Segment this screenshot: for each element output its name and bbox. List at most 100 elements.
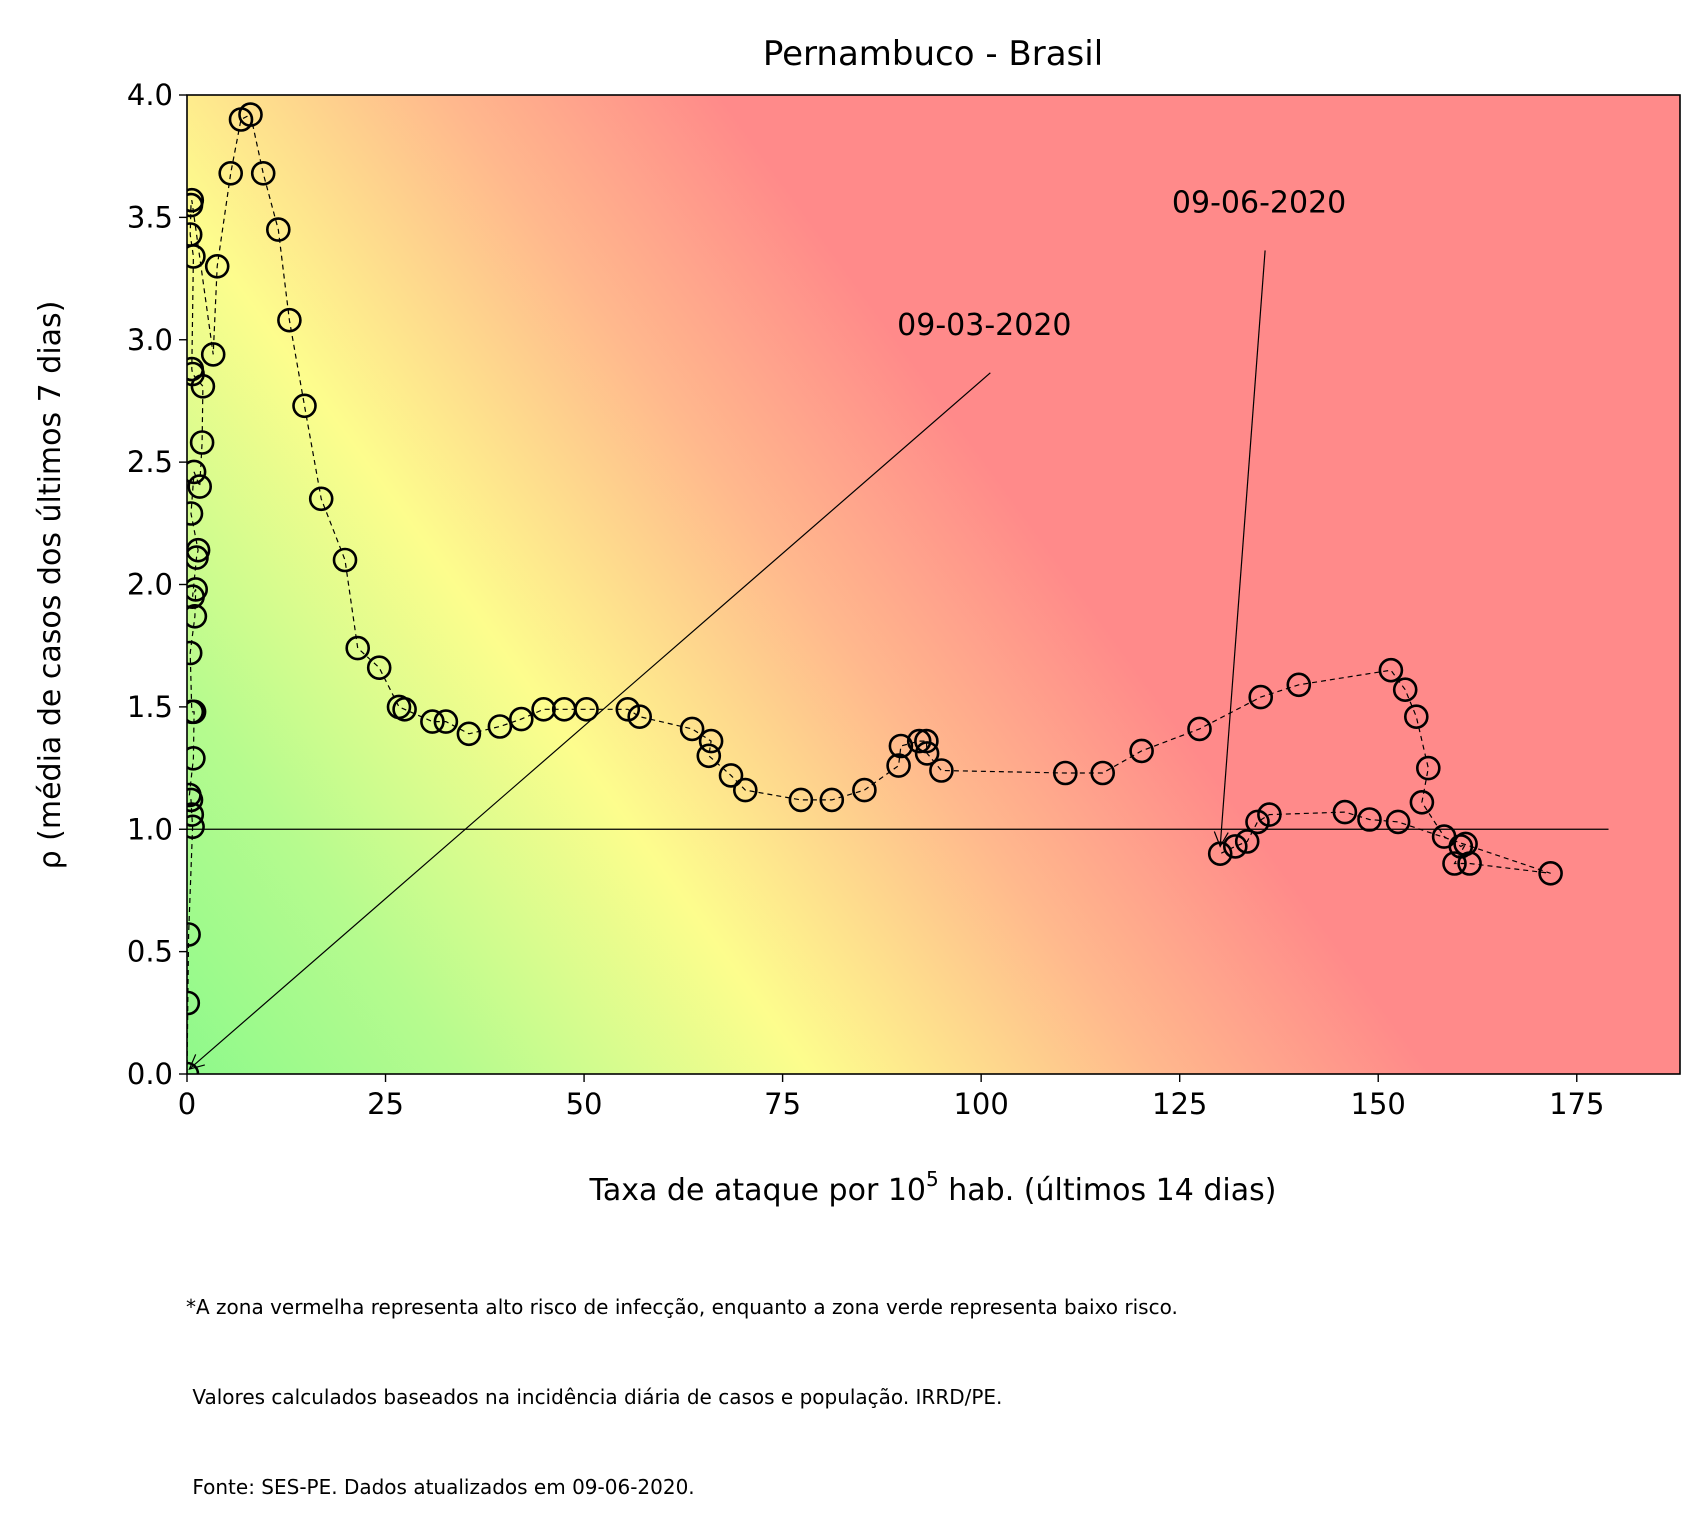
y-axis-label: ρ (média de casos dos últimos 7 dias) (33, 301, 68, 870)
data-point-19 (189, 430, 215, 455)
data-point-85 (1332, 799, 1358, 825)
data-point-16 (187, 501, 204, 526)
x-axis-label-main: Taxa de ataque por 10 (589, 1173, 926, 1208)
y-tick-label-0: 0.0 (127, 1057, 173, 1091)
data-point-44 (456, 721, 482, 747)
data-point-75 (1416, 755, 1441, 781)
data-point-36 (308, 486, 334, 512)
x-axis-label-rest: hab. (últimos 14 dias) (939, 1173, 1277, 1208)
data-point-74 (1404, 704, 1429, 730)
annotation-label-1: 09-06-2020 (1172, 185, 1346, 220)
data-point-52 (679, 716, 705, 742)
data-point-69 (1187, 716, 1212, 742)
risk-zone-background (187, 95, 1680, 1074)
data-point-2 (187, 922, 201, 947)
data-point-32 (250, 161, 276, 186)
footnote-line-2: Valores calculados baseados na incidênci… (186, 1385, 1003, 1409)
annotation-arrowhead-1 (1213, 831, 1229, 848)
data-point-76 (1409, 789, 1435, 815)
x-tick-label-4: 100 (953, 1087, 1008, 1121)
data-point-70 (1248, 684, 1273, 710)
data-point-9 (187, 699, 205, 725)
y-tick-label-8: 4.0 (127, 78, 173, 112)
data-point-7 (187, 746, 206, 771)
data-point-26 (187, 187, 205, 213)
data-point-39 (366, 655, 392, 681)
data-point-5 (187, 787, 204, 813)
x-tick-label-2: 50 (566, 1087, 603, 1121)
data-point-17 (187, 459, 207, 485)
data-point-72 (1378, 657, 1404, 683)
data-point-35 (292, 393, 317, 419)
data-point-61 (888, 733, 914, 759)
annotation-arrowhead-0 (188, 1054, 205, 1071)
data-point-62 (906, 728, 932, 754)
data-point-53 (698, 728, 724, 754)
annotation-layer: 09-03-2020 09-06-2020 (188, 185, 1346, 1071)
data-point-50 (615, 696, 641, 722)
chart-title: Pernambuco - Brasil (763, 34, 1103, 74)
data-point-68 (1129, 738, 1154, 764)
data-point-81 (1457, 851, 1482, 876)
footnote-line-1: *A zona vermelha representa alto risco d… (186, 1295, 1178, 1319)
data-point-73 (1392, 677, 1418, 703)
data-point-65 (929, 758, 954, 783)
data-point-54 (696, 743, 722, 769)
y-tick-label-5: 2.5 (127, 445, 173, 479)
data-point-87 (1245, 809, 1270, 835)
x-tick-label-3: 75 (764, 1087, 801, 1121)
risk-chart: Pernambuco - Brasil 09-03-2020 09-06-2020… (33, 34, 1681, 1208)
y-tick-label-2: 1.0 (127, 812, 173, 846)
data-point-67 (1090, 760, 1115, 786)
x-tick-label-6: 150 (1351, 1087, 1406, 1121)
x-axis-label: Taxa de ataque por 105 hab. (últimos 14 … (589, 1167, 1277, 1208)
footnote-line-3: Fonte: SES-PE. Dados atualizados em 09-0… (186, 1475, 695, 1499)
annotation-arrow-1 (1219, 250, 1266, 847)
data-point-24 (187, 222, 203, 247)
data-point-13 (187, 584, 205, 609)
data-point-12 (187, 577, 208, 602)
annotation-arrow-0 (188, 372, 991, 1070)
x-tick-label-5: 125 (1152, 1087, 1207, 1121)
data-point-34 (277, 307, 302, 333)
series-line (187, 113, 1551, 1074)
data-point-84 (1357, 807, 1382, 832)
y-tick-label-1: 0.5 (127, 935, 173, 969)
data-point-83 (1385, 809, 1411, 835)
data-point-88 (1234, 829, 1260, 854)
x-axis-label-sup: 5 (926, 1167, 939, 1191)
data-point-11 (187, 604, 208, 629)
data-point-60 (886, 753, 911, 778)
data-point-10 (187, 640, 203, 666)
data-point-49 (574, 696, 599, 722)
data-point-29 (218, 161, 243, 186)
data-point-45 (487, 714, 513, 739)
y-tick-label-3: 1.5 (127, 690, 173, 724)
data-point-41 (392, 696, 417, 722)
data-point-43 (433, 709, 459, 734)
x-tick-label-7: 175 (1549, 1087, 1604, 1121)
y-tick-label-7: 3.5 (127, 200, 173, 234)
data-point-22 (187, 356, 205, 382)
data-point-57 (788, 787, 814, 813)
data-point-4 (187, 802, 205, 827)
data-point-37 (332, 547, 358, 573)
data-point-38 (345, 635, 371, 661)
data-point-66 (1053, 760, 1078, 786)
data-point-28 (204, 253, 230, 279)
data-point-27 (200, 342, 226, 367)
data-point-18 (187, 474, 212, 499)
data-point-47 (531, 696, 556, 722)
annotation-label-0: 09-03-2020 (897, 308, 1071, 343)
data-point-89 (1223, 834, 1248, 859)
data-point-33 (265, 217, 291, 242)
y-tick-label-4: 2.0 (127, 568, 173, 602)
data-point-86 (1257, 802, 1282, 827)
data-point-59 (852, 777, 877, 803)
footnote: *A zona vermelha representa alto risco d… (186, 1232, 1178, 1532)
data-point-82 (1538, 860, 1563, 886)
x-tick-label-1: 25 (367, 1087, 404, 1121)
axes: 0 25 50 75 100 125 150 175 0.0 0.5 1.0 1.5 2.0 2.5 3.0… (127, 78, 1605, 1121)
data-point-6 (187, 782, 202, 808)
data-point-55 (718, 763, 744, 788)
